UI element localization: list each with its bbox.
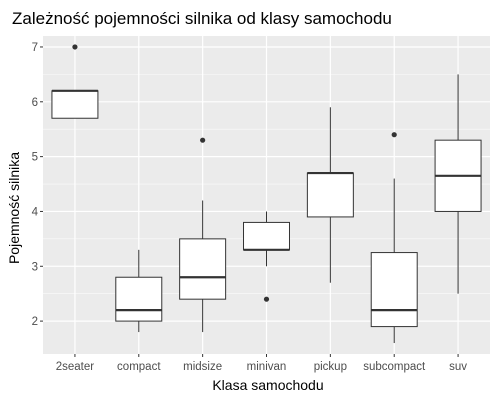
box-2seater [51, 44, 99, 119]
x-tick-label: suv [449, 361, 467, 373]
y-tick-label: 5 [32, 152, 38, 164]
outlier-point [263, 296, 270, 302]
boxes [51, 44, 482, 344]
box-iqr [370, 252, 418, 328]
y-tick-label: 2 [32, 316, 38, 328]
box-iqr [306, 172, 354, 218]
y-tick-label: 4 [32, 206, 39, 218]
x-tick-label: pickup [314, 361, 347, 373]
x-tick-label: subcompact [363, 361, 426, 373]
box-iqr [243, 221, 290, 251]
x-axis-title: Klasa samochodu [212, 377, 323, 393]
y-axis-title: Pojemność silnika [6, 152, 22, 264]
outlier-point [200, 137, 206, 143]
box-subcompact [370, 132, 418, 344]
box-midsize [179, 137, 227, 333]
box-iqr [51, 90, 99, 119]
x-tick-label: 2seater [56, 361, 95, 373]
outlier-point [391, 132, 397, 138]
box-iqr [179, 238, 227, 300]
x-tick-label: compact [117, 361, 161, 373]
box-minivan [243, 211, 290, 302]
chart-title: Zależność pojemności silnika od klasy sa… [12, 9, 392, 28]
x-tick-label: minivan [247, 361, 287, 373]
y-tick-label: 7 [32, 42, 38, 54]
grid-lines [43, 36, 490, 354]
box-iqr [115, 276, 163, 322]
y-tick-label: 3 [32, 261, 38, 273]
box-compact [115, 249, 163, 333]
box-suv [434, 74, 482, 294]
outlier-point [72, 44, 78, 50]
y-tick-label: 6 [32, 97, 38, 109]
x-tick-label: midsize [183, 361, 222, 373]
box-pickup [306, 107, 354, 283]
axes: 2 3 4 5 6 7 2seater compact midsize minivan pickup… [32, 42, 468, 373]
